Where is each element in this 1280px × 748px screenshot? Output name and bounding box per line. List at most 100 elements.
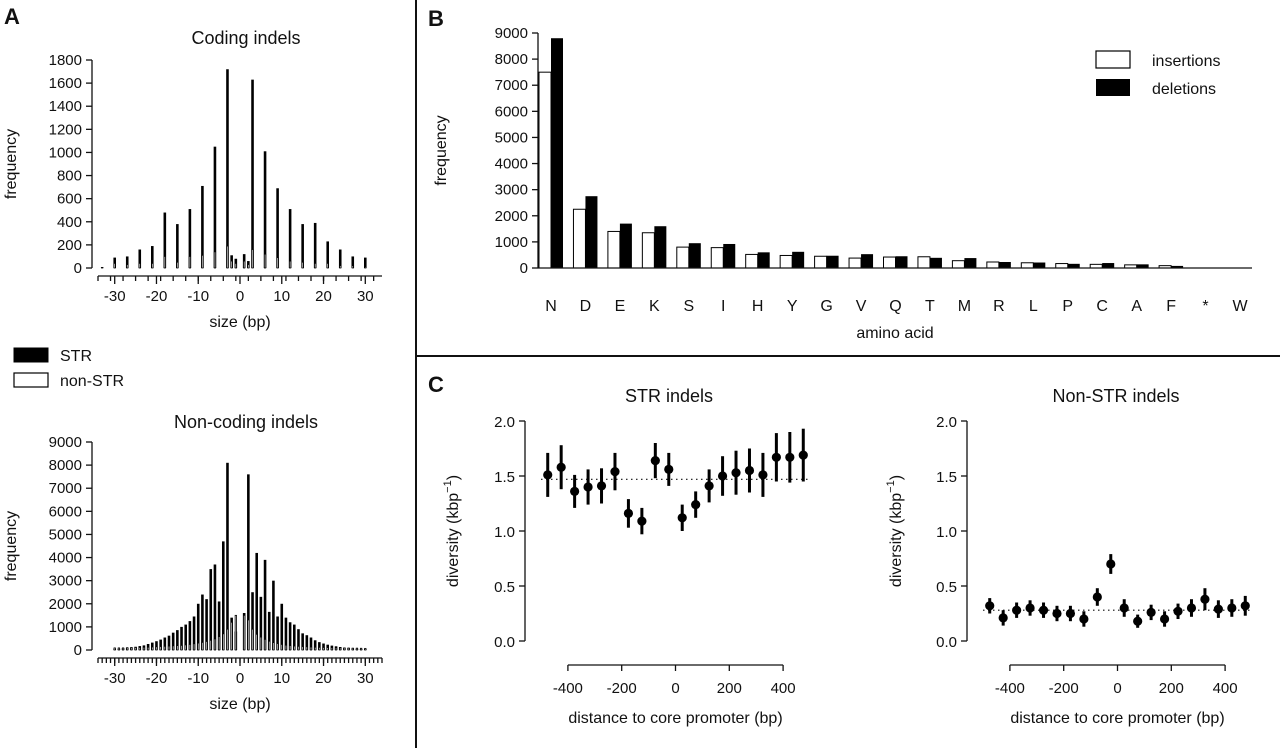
- bar-non-str: [280, 644, 283, 651]
- bar-deletions: [826, 255, 839, 268]
- bar-non-str: [172, 645, 175, 651]
- bar-insertions: [814, 255, 828, 269]
- bar-deletions: [1136, 264, 1149, 268]
- bar-str: [150, 642, 154, 650]
- bar-non-str: [176, 645, 179, 651]
- y-tick-label: 1000: [49, 144, 82, 161]
- bar-non-str: [326, 262, 329, 269]
- x-tick-label: -20: [146, 288, 168, 305]
- x-tick-label: -200: [1049, 680, 1079, 697]
- bar-str: [301, 633, 304, 650]
- data-point: [1079, 614, 1089, 624]
- data-point: [583, 482, 593, 492]
- bar-str: [155, 641, 158, 650]
- bar-str: [176, 630, 179, 650]
- x-axis-label: amino acid: [856, 325, 933, 342]
- bar-non-str: [134, 647, 137, 651]
- data-point: [1213, 604, 1223, 614]
- y-tick-label: 4000: [49, 550, 82, 567]
- bar-non-str: [305, 646, 308, 651]
- y-tick-label: 0.0: [936, 634, 957, 651]
- data-point: [744, 465, 755, 476]
- bar-str: [363, 257, 367, 268]
- bar-non-str: [230, 621, 233, 651]
- legend-label-non-str: non-STR: [60, 373, 124, 390]
- data-point: [1012, 605, 1022, 615]
- bar-str: [201, 594, 204, 650]
- bar-non-str: [263, 638, 267, 651]
- y-tick-label: 0: [74, 642, 82, 659]
- x-tick-label: 10: [273, 288, 290, 305]
- bar-str: [276, 188, 279, 268]
- bar-deletions: [723, 243, 736, 268]
- bar-str: [322, 643, 325, 650]
- x-tick-label: 0: [236, 288, 244, 305]
- y-tick-label: 0.5: [494, 579, 515, 596]
- bar-non-str: [147, 646, 150, 651]
- x-category-label: C: [1096, 298, 1108, 315]
- noncoding-indels-chart: 0 1000 2000 3000 4000 5000 6000 7000 8000 9000 -30…: [3, 412, 383, 713]
- bar-str: [221, 541, 225, 650]
- bar-non-str: [272, 642, 275, 651]
- x-category-label: V: [856, 298, 867, 315]
- y-tick-label: 1.5: [936, 469, 957, 486]
- bar-str: [159, 639, 162, 650]
- data-point: [1159, 614, 1170, 624]
- y-axis-label-text: diversity (kbp: [445, 493, 462, 587]
- bar-non-str: [167, 645, 171, 651]
- bar-str: [338, 249, 342, 268]
- bar-non-str: [330, 647, 333, 651]
- x-tick-label: 10: [273, 670, 290, 687]
- bar-str: [192, 616, 196, 650]
- bar-str: [305, 635, 309, 650]
- bar-str: [150, 246, 154, 268]
- bar-insertions: [538, 71, 552, 269]
- bar-non-str: [351, 265, 354, 269]
- bar-str: [251, 592, 254, 650]
- y-tick-label: 8000: [495, 51, 528, 68]
- bar-non-str: [117, 647, 120, 651]
- y-tick-label: 6000: [49, 503, 82, 520]
- y-tick-label: 1800: [49, 52, 82, 69]
- data-point: [1052, 608, 1062, 619]
- legend-label-insertions: insertions: [1152, 53, 1220, 70]
- bar-str: [313, 640, 317, 650]
- bar-str: [255, 552, 259, 650]
- bar-str: [292, 624, 296, 650]
- str-diversity-chart: 0.0 0.5 1.0 1.5 2.0 -400 -200 0 200 400 distance t…: [442, 386, 810, 727]
- data-point: [1186, 603, 1197, 613]
- bar-non-str: [142, 646, 146, 651]
- bar-non-str: [255, 633, 258, 651]
- x-category-label: A: [1131, 298, 1142, 315]
- bar-non-str: [205, 641, 208, 651]
- amino-acid-chart: N D E K S I H Y G V Q T M R L P C A F * W 0 1000 2000 3000 4000 50…: [433, 25, 1252, 342]
- y-tick-label: 7000: [495, 77, 528, 94]
- bar-deletions: [861, 254, 874, 268]
- y-tick-label: 1.0: [494, 524, 515, 541]
- data-point: [704, 481, 714, 491]
- bar-non-str: [192, 643, 196, 651]
- x-tick-label: 400: [1213, 680, 1238, 697]
- bar-non-str: [284, 644, 288, 651]
- x-tick-label: -30: [104, 288, 126, 305]
- bar-deletions: [757, 252, 770, 268]
- bar-insertions: [883, 256, 896, 269]
- y-tick-label: 8000: [49, 457, 82, 474]
- bar-non-str: [355, 647, 359, 651]
- x-category-label: Y: [787, 298, 798, 315]
- x-category-label: I: [721, 298, 725, 315]
- bar-non-str: [347, 647, 350, 651]
- bar-non-str: [339, 647, 342, 651]
- x-tick-label: 30: [357, 670, 374, 687]
- data-point: [1106, 559, 1116, 569]
- bar-non-str: [364, 647, 367, 651]
- bar-str: [188, 209, 192, 268]
- y-tick-label: 1000: [495, 234, 528, 251]
- panel-letter-b: B: [428, 6, 444, 31]
- y-tick-label: 9000: [495, 25, 528, 42]
- x-category-label: R: [993, 298, 1005, 315]
- bar-non-str: [113, 647, 116, 651]
- bar-insertions: [779, 254, 793, 269]
- bar-non-str: [151, 646, 154, 651]
- bar-non-str: [259, 636, 262, 651]
